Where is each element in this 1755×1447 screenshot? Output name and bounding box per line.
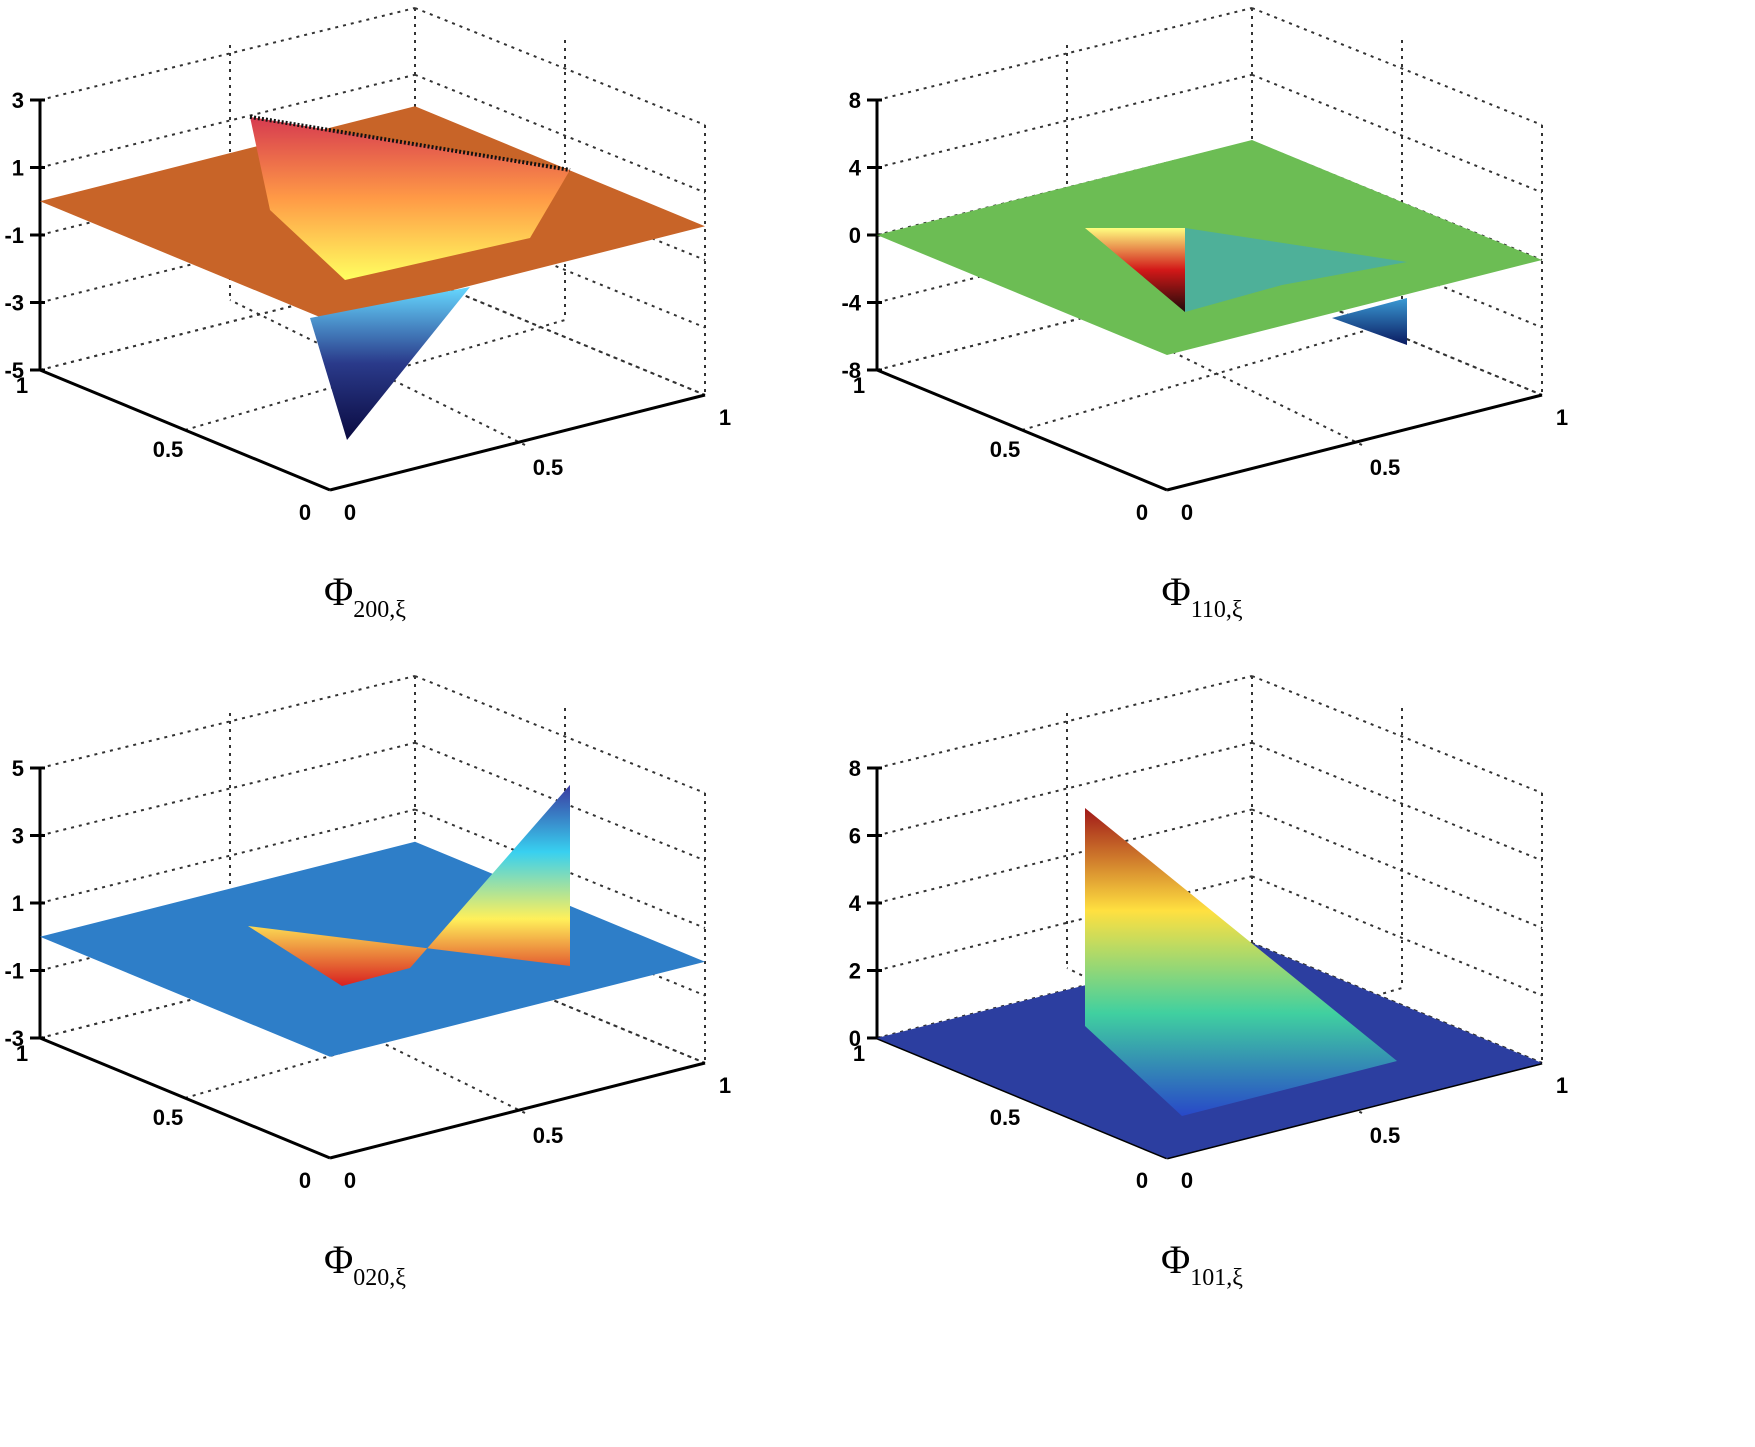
z-tick-label: 1 [12, 891, 24, 916]
caption-subscript: 110,ξ [1191, 597, 1243, 623]
caption-symbol: Φ [324, 569, 353, 614]
z-tick-label: 8 [849, 88, 861, 113]
x-tick-label: 1 [1556, 1073, 1568, 1098]
x-tick-label: 1 [719, 405, 731, 430]
grid-line [1251, 675, 1543, 794]
x-tick-label: 0.5 [1370, 1123, 1401, 1148]
y-tick-label: 0 [1136, 1168, 1148, 1193]
y-tick-label: 1 [16, 1041, 28, 1066]
panel-caption: Φ020,ξ [324, 1237, 406, 1291]
grid-line [414, 675, 706, 794]
grid-line [39, 7, 416, 101]
surface-depression-side [1185, 228, 1407, 312]
surface-spike [310, 287, 470, 440]
grid-line [876, 73, 1253, 169]
z-tick-label: -1 [4, 959, 24, 984]
z-tick-label: -1 [4, 223, 24, 248]
grid-line [184, 319, 566, 431]
y-axis [876, 368, 1168, 492]
caption-subscript: 101,ξ [1190, 1265, 1243, 1291]
x-tick-label: 0.5 [533, 455, 564, 480]
z-tick-label: 3 [12, 88, 24, 113]
y-tick-label: 0.5 [990, 1105, 1021, 1130]
grid-line [39, 675, 416, 769]
x-tick-label: 0 [1181, 500, 1193, 525]
grid-line [1251, 7, 1543, 126]
z-tick-label: 4 [849, 156, 862, 181]
chart-panel-2: 5 3 1 -1 -3 0 0.5 1 0 0.5 1 Φ020,ξ [4, 675, 731, 1291]
x-tick-label: 0.5 [1370, 455, 1401, 480]
z-tick-label: 4 [849, 891, 862, 916]
x-axis [1166, 393, 1543, 492]
grid-line [39, 741, 416, 837]
z-tick-label: -4 [841, 291, 861, 316]
x-tick-label: 1 [1556, 405, 1568, 430]
z-tick-label: -5 [4, 358, 24, 383]
z-tick-label: 0 [849, 1026, 861, 1051]
grid-line [876, 7, 1253, 101]
grid-line [876, 741, 1253, 837]
grid-line [876, 808, 1253, 904]
grid-line [876, 675, 1253, 769]
y-axis [39, 368, 331, 492]
x-tick-label: 0 [344, 500, 356, 525]
x-tick-label: 0 [344, 1168, 356, 1193]
grid-line [1251, 741, 1543, 862]
grid-line [39, 73, 416, 169]
grid-line [876, 875, 1253, 972]
y-tick-label: 1 [16, 373, 28, 398]
z-tick-label: 1 [12, 156, 24, 181]
y-tick-label: 0.5 [990, 437, 1021, 462]
grid-line [39, 808, 416, 904]
z-tick-label: -3 [4, 1026, 24, 1051]
surface-raised-triangle [248, 784, 570, 986]
x-tick-label: 0 [1181, 1168, 1193, 1193]
z-tick-label: 2 [849, 959, 861, 984]
y-tick-label: 0.5 [153, 1105, 184, 1130]
caption-symbol: Φ [1161, 569, 1190, 614]
z-tick-label: 8 [849, 756, 861, 781]
z-tick-label: 6 [849, 824, 861, 849]
z-tick-label: -8 [841, 358, 861, 383]
x-tick-label: 0.5 [533, 1123, 564, 1148]
caption-symbol: Φ [324, 1237, 353, 1282]
caption-subscript: 020,ξ [353, 1265, 406, 1291]
y-tick-label: 0.5 [153, 437, 184, 462]
caption-symbol: Φ [1161, 1237, 1190, 1282]
y-axis [39, 1036, 331, 1160]
chart-panel-0: 3 1 -1 -3 -5 0 0.5 1 0 0.5 1 Φ200,ξ [4, 7, 731, 623]
y-tick-label: 1 [853, 1041, 865, 1066]
surface-depression [1085, 228, 1185, 312]
surface-raised-triangle [250, 116, 570, 280]
surface-raised-triangle [1085, 808, 1397, 1116]
y-tick-label: 0 [299, 1168, 311, 1193]
z-tick-label: 5 [12, 756, 24, 781]
chart-panel-1: 8 4 0 -4 -8 0 0.5 1 0 0.5 1 Φ110,ξ [841, 7, 1568, 623]
x-axis [329, 1061, 706, 1160]
z-tick-label: -3 [4, 291, 24, 316]
z-tick-label: 0 [849, 223, 861, 248]
caption-subscript: 200,ξ [353, 597, 406, 623]
panel-caption: Φ200,ξ [324, 569, 406, 623]
surface-spike [1332, 298, 1407, 345]
panel-caption: Φ101,ξ [1161, 1237, 1243, 1291]
z-tick-label: 3 [12, 824, 24, 849]
grid-line [1021, 319, 1403, 431]
y-tick-label: 0 [1136, 500, 1148, 525]
x-axis [329, 393, 706, 492]
y-tick-label: 0 [299, 500, 311, 525]
grid-line [414, 7, 706, 126]
panel-caption: Φ110,ξ [1161, 569, 1242, 623]
grid-line [1251, 808, 1543, 929]
grid-line [229, 299, 526, 446]
y-tick-label: 1 [853, 373, 865, 398]
x-tick-label: 1 [719, 1073, 731, 1098]
